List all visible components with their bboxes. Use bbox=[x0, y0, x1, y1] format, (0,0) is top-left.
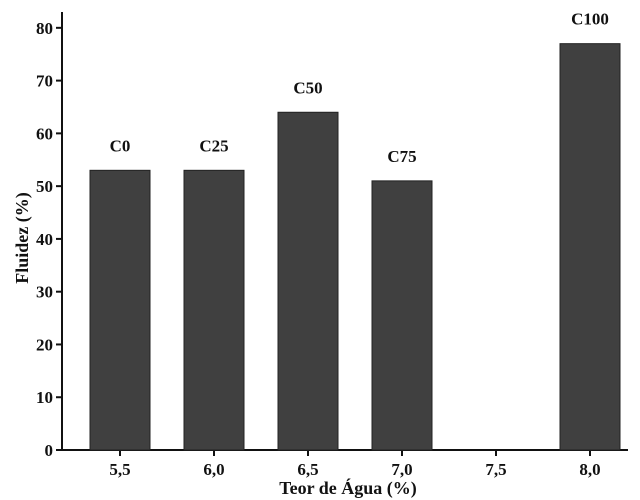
y-tick-label: 30 bbox=[36, 283, 53, 302]
y-tick-label: 60 bbox=[36, 124, 53, 143]
y-tick-labels: 0 10 20 30 40 50 60 70 80 bbox=[36, 19, 53, 460]
chart-bars: C0 C25 C50 C75 C100 bbox=[89, 10, 621, 451]
bar bbox=[277, 111, 339, 451]
y-tick-label: 10 bbox=[36, 388, 53, 407]
bar-data-label: C75 bbox=[387, 147, 416, 166]
chart-axes bbox=[56, 12, 628, 456]
y-axis-title: Fluidez (%) bbox=[12, 192, 33, 284]
x-tick-label: 6,0 bbox=[203, 460, 224, 479]
bar bbox=[559, 43, 621, 451]
bar-data-label: C50 bbox=[293, 78, 322, 97]
x-axis-title: Teor de Água (%) bbox=[279, 477, 417, 499]
y-tick-label: 80 bbox=[36, 19, 53, 38]
y-tick-label: 50 bbox=[36, 177, 53, 196]
x-tick-label: 7,0 bbox=[391, 460, 412, 479]
bar-data-label: C25 bbox=[199, 136, 228, 155]
x-tick-labels: 5,5 6,0 6,5 7,0 7,5 8,0 bbox=[109, 460, 600, 479]
bar-data-label: C100 bbox=[571, 10, 609, 29]
x-tick-label: 5,5 bbox=[109, 460, 130, 479]
y-tick-label: 70 bbox=[36, 72, 53, 91]
bar-data-label: C0 bbox=[110, 136, 131, 155]
x-tick-label: 8,0 bbox=[579, 460, 600, 479]
x-tick-label: 6,5 bbox=[297, 460, 318, 479]
y-tick-label: 0 bbox=[45, 441, 54, 460]
bar bbox=[183, 169, 245, 451]
y-tick-label: 20 bbox=[36, 335, 53, 354]
x-tick-label: 7,5 bbox=[485, 460, 506, 479]
bar bbox=[371, 180, 433, 451]
y-tick-label: 40 bbox=[36, 230, 53, 249]
bar bbox=[89, 169, 151, 451]
